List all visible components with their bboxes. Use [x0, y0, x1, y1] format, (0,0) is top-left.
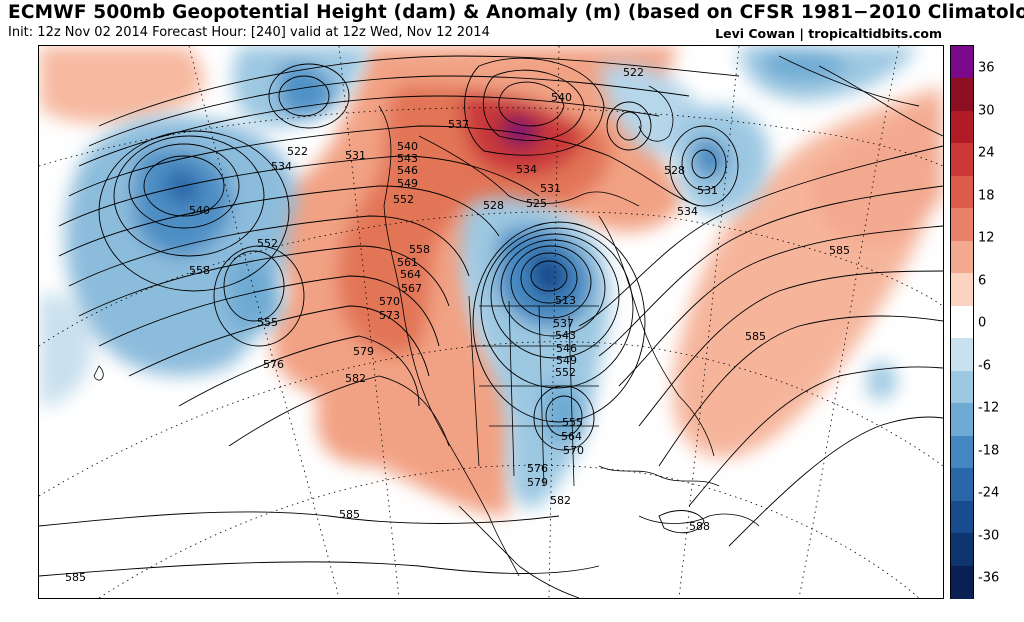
- contour-label: 555: [562, 416, 583, 429]
- contour-label: 552: [555, 366, 576, 379]
- contour-label: 540: [551, 91, 572, 104]
- contour-label: 546: [397, 164, 418, 177]
- contour-label: 588: [689, 520, 710, 533]
- colorbar-swatch: [951, 306, 973, 339]
- contour-label: 570: [379, 295, 400, 308]
- contour-label: 531: [540, 182, 561, 195]
- colorbar-label: 30: [978, 103, 995, 118]
- colorbar-swatch: [951, 566, 973, 599]
- contour-label: 558: [409, 243, 430, 256]
- contour-label: 534: [516, 163, 537, 176]
- contour-label: 555: [257, 316, 278, 329]
- colorbar-label: 12: [978, 231, 995, 246]
- colorbar-swatch: [951, 111, 973, 144]
- chart-subtitle: Init: 12z Nov 02 2014 Forecast Hour: [24…: [8, 25, 490, 40]
- contour-label: 576: [527, 462, 548, 475]
- contour-label: 582: [550, 494, 571, 507]
- contour-label: 537: [448, 118, 469, 131]
- colorbar-swatch: [951, 208, 973, 241]
- colorbar-swatch: [951, 176, 973, 209]
- colorbar-label: -24: [978, 486, 999, 501]
- colorbar-swatch: [951, 436, 973, 469]
- colorbar-swatch: [951, 241, 973, 274]
- contour-label: 585: [65, 571, 86, 584]
- colorbar-label: -12: [978, 401, 999, 416]
- contour-label: 531: [697, 184, 718, 197]
- colorbar-swatch: [951, 403, 973, 436]
- colorbar-swatch: [951, 78, 973, 111]
- contour-label: 585: [829, 244, 850, 257]
- contour-label: 534: [677, 205, 698, 218]
- map-panel: 522 534 531 540 552 558 555 576 579 582 537 540 543 5…: [38, 45, 944, 599]
- contour-label: 576: [263, 358, 284, 371]
- contour-label: 543: [555, 329, 576, 342]
- contour-label: 525: [526, 197, 547, 210]
- colorbar-swatch: [951, 273, 973, 306]
- contour-label: 558: [189, 264, 210, 277]
- contour-label: 582: [345, 372, 366, 385]
- chart-title: ECMWF 500mb Geopotential Height (dam) & …: [8, 2, 1024, 23]
- colorbar-label: -36: [978, 571, 999, 586]
- colorbar-swatch: [951, 46, 973, 79]
- contour-label: 573: [379, 309, 400, 322]
- colorbar-label: 18: [978, 188, 995, 203]
- colorbar-label: -30: [978, 528, 999, 543]
- contour-label: 585: [745, 330, 766, 343]
- colorbar: [950, 45, 974, 599]
- contour-label: 579: [353, 345, 374, 358]
- contour-label: 570: [563, 444, 584, 457]
- contour-label: 531: [345, 149, 366, 162]
- colorbar-swatch: [951, 338, 973, 371]
- contour-label: 522: [287, 145, 308, 158]
- credit-text: Levi Cowan | tropicaltidbits.com: [715, 26, 942, 41]
- contour-label: 552: [393, 193, 414, 206]
- contour-label: 564: [561, 430, 582, 443]
- contour-label: 552: [257, 237, 278, 250]
- colorbar-label: 36: [978, 61, 995, 76]
- colorbar-swatch: [951, 143, 973, 176]
- contour-label: 528: [483, 199, 504, 212]
- contour-label: 522: [623, 66, 644, 79]
- colorbar-swatch: [951, 533, 973, 566]
- contour-label: 567: [401, 282, 422, 295]
- colorbar-label: 0: [978, 316, 986, 331]
- colorbar-label: -6: [978, 358, 991, 373]
- colorbar-label: 6: [978, 273, 986, 288]
- colorbar-label: 24: [978, 146, 995, 161]
- contour-label: 528: [664, 164, 685, 177]
- colorbar-swatch: [951, 468, 973, 501]
- contour-label: 549: [397, 177, 418, 190]
- colorbar-swatch: [951, 371, 973, 404]
- contour-label: 534: [271, 160, 292, 173]
- colorbar-swatch: [951, 501, 973, 534]
- contour-label: 540: [189, 204, 210, 217]
- colorbar-label: -18: [978, 443, 999, 458]
- contour-label: 564: [400, 268, 421, 281]
- contour-label: 585: [339, 508, 360, 521]
- contour-label: 579: [527, 476, 548, 489]
- map-canvas: 5225345315405525585555765795825375405435…: [39, 46, 943, 598]
- contour-label: 513: [555, 294, 576, 307]
